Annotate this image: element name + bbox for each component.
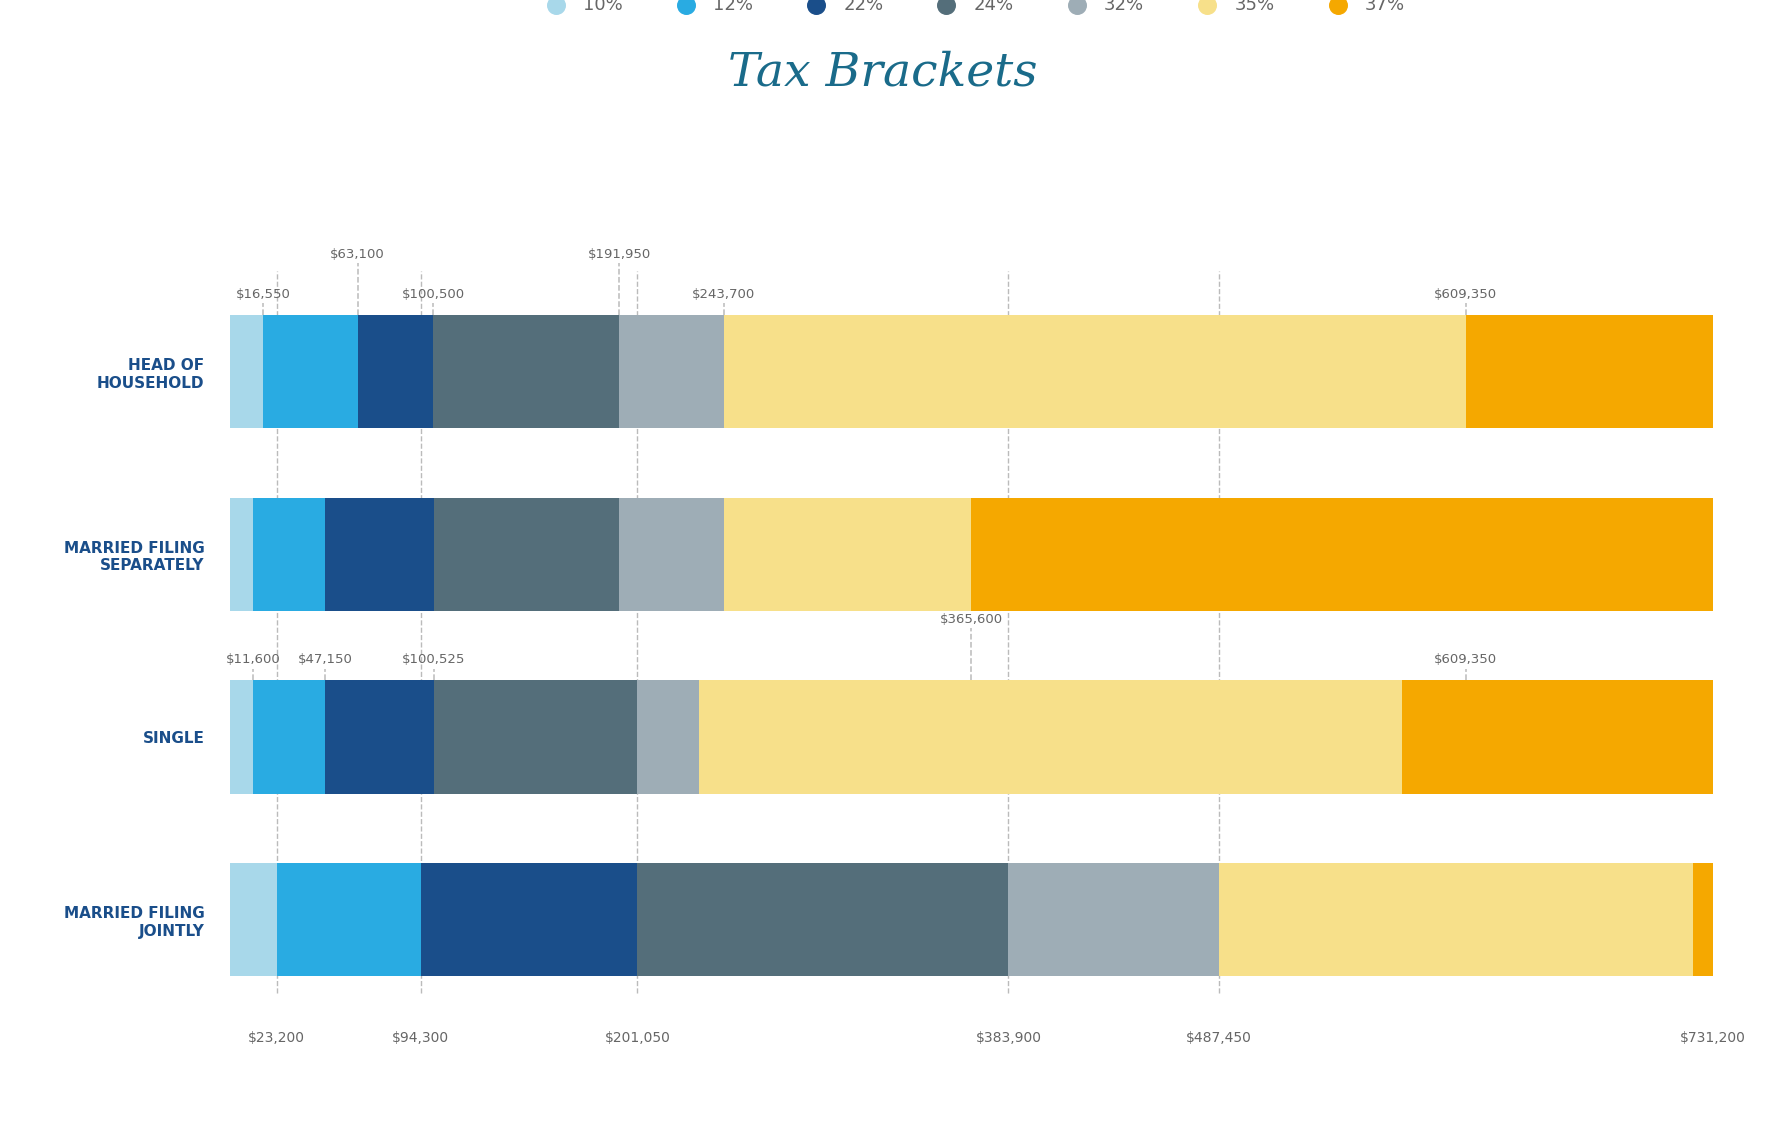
Text: $609,350: $609,350 — [1434, 652, 1498, 666]
Text: $191,950: $191,950 — [588, 248, 650, 260]
Bar — [230, 863, 277, 976]
Bar — [357, 315, 433, 428]
Bar — [1008, 863, 1219, 976]
Text: $100,500: $100,500 — [403, 288, 464, 300]
Bar — [433, 315, 620, 428]
Bar — [263, 315, 357, 428]
Bar — [230, 680, 253, 794]
Bar — [699, 680, 1402, 794]
Bar — [620, 315, 724, 428]
Bar — [638, 680, 699, 794]
Text: Tax Brackets: Tax Brackets — [728, 50, 1038, 95]
Text: $365,600: $365,600 — [940, 613, 1003, 626]
Bar — [420, 863, 638, 976]
Bar — [325, 680, 433, 794]
Legend: 10%, 12%, 22%, 24%, 32%, 35%, 37%: 10%, 12%, 22%, 24%, 32%, 35%, 37% — [530, 0, 1413, 21]
Text: $63,100: $63,100 — [330, 248, 385, 260]
Bar — [230, 498, 253, 611]
Bar — [230, 315, 263, 428]
Bar — [638, 863, 1008, 976]
Text: $100,525: $100,525 — [403, 652, 464, 666]
Bar — [724, 315, 1466, 428]
Bar — [724, 498, 971, 611]
Bar — [1466, 315, 1713, 428]
Bar — [277, 863, 420, 976]
Text: $16,550: $16,550 — [235, 288, 291, 300]
Text: $609,350: $609,350 — [1434, 288, 1498, 300]
Bar — [1694, 863, 1713, 976]
Bar — [620, 498, 724, 611]
Bar — [433, 680, 638, 794]
Bar — [433, 498, 620, 611]
Bar — [253, 498, 325, 611]
Bar — [1402, 680, 1713, 794]
Bar — [1219, 863, 1694, 976]
Text: $11,600: $11,600 — [226, 652, 281, 666]
Text: $243,700: $243,700 — [692, 288, 756, 300]
Bar — [325, 498, 433, 611]
Bar — [253, 680, 325, 794]
Text: $47,150: $47,150 — [298, 652, 353, 666]
Bar — [971, 498, 1713, 611]
